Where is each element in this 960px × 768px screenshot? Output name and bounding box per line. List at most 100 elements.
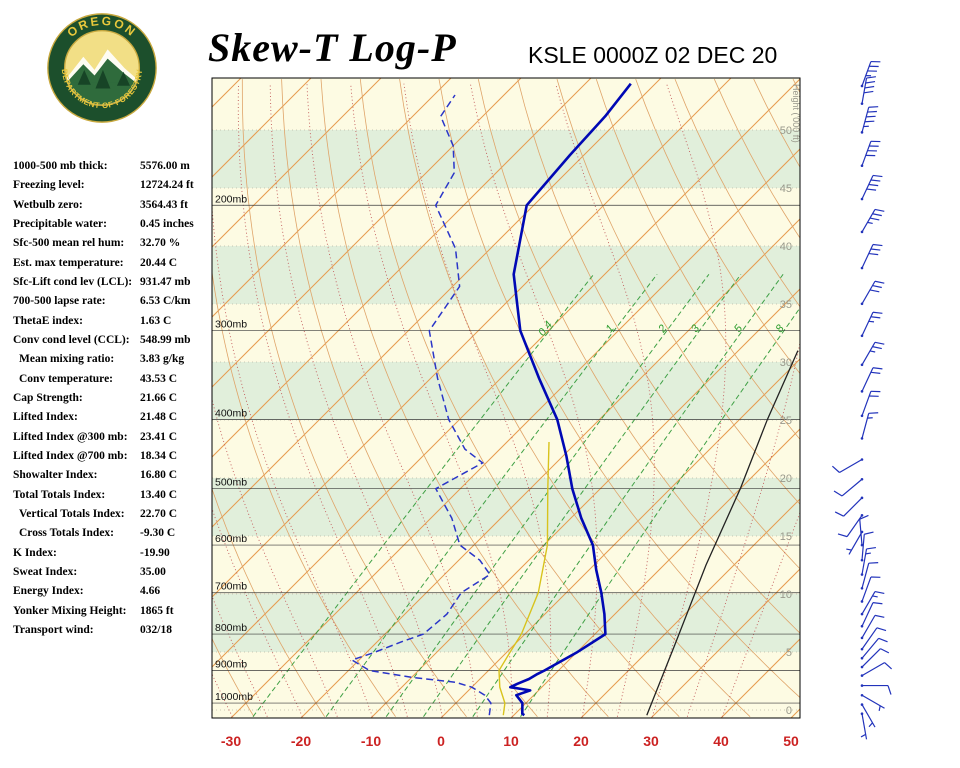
index-value: -9.30 C <box>140 527 176 540</box>
index-row: Lifted Index: 21.48 C <box>13 411 211 430</box>
index-row: 1000-500 mb thick: 5576.00 m <box>13 160 211 179</box>
index-row: 700-500 lapse rate: 6.53 C/km <box>13 295 211 314</box>
index-value: 16.80 C <box>140 469 178 482</box>
page-title: Skew-T Log-P <box>208 25 457 70</box>
index-value: 32.70 % <box>140 237 181 250</box>
index-value: 35.00 <box>140 565 166 578</box>
dewpoint-profile <box>350 94 492 716</box>
index-label: Lifted Index @700 mb: <box>13 449 128 462</box>
index-label: Cap Strength: <box>13 391 83 404</box>
height-axis-caption: Height ('000 ft) <box>791 84 801 143</box>
index-row: K Index: -19.90 <box>13 547 211 566</box>
sounding-profiles <box>350 82 632 717</box>
index-label: Showalter Index: <box>13 469 98 482</box>
svg-text:50: 50 <box>780 125 792 137</box>
index-label: Conv cond level (CCL): <box>13 333 130 346</box>
logo-tree-icon <box>116 71 130 86</box>
index-label: Wetbulb zero: <box>13 198 83 211</box>
svg-text:30: 30 <box>643 733 659 749</box>
indices-panel: 1000-500 mb thick: 5576.00 m Freezing leve… <box>13 160 211 643</box>
pressure-label: 400mb <box>215 408 247 420</box>
svg-text:5: 5 <box>786 647 792 659</box>
index-row: Cross Totals Index: -9.30 C <box>13 527 211 546</box>
index-label: Vertical Totals Index: <box>19 507 125 520</box>
index-label: Lifted Index @300 mb: <box>13 430 128 443</box>
svg-text:20: 20 <box>780 473 792 485</box>
index-value: 22.70 C <box>140 507 178 520</box>
index-row: Lifted Index @700 mb: 18.34 C <box>13 450 211 469</box>
index-row: ThetaE index: 1.63 C <box>13 315 211 334</box>
svg-text:50: 50 <box>783 733 799 749</box>
index-value: 3.83 g/kg <box>140 353 185 366</box>
svg-text:-30: -30 <box>221 733 241 749</box>
index-value: 20.44 C <box>140 256 178 269</box>
index-label: Yonker Mixing Height: <box>13 604 127 617</box>
index-value: 931.47 mb <box>140 275 191 288</box>
index-row: Est. max temperature: 20.44 C <box>13 257 211 276</box>
index-value: 5576.00 m <box>140 160 190 172</box>
reference-line <box>646 350 799 716</box>
index-value: 13.40 C <box>140 488 178 501</box>
background-grid <box>212 78 800 718</box>
index-value: 23.41 C <box>140 430 178 443</box>
index-value: 43.53 C <box>140 372 178 385</box>
svg-text:20: 20 <box>573 733 589 749</box>
pressure-label: 700mb <box>215 581 247 593</box>
svg-text:40: 40 <box>713 733 729 749</box>
index-value: 4.66 <box>140 585 161 598</box>
svg-text:10: 10 <box>780 589 792 601</box>
pressure-label: 500mb <box>215 477 247 489</box>
chart-border <box>211 77 801 719</box>
index-label: Est. max temperature: <box>13 256 124 269</box>
index-label: Sfc-Lift cond lev (LCL): <box>13 275 133 288</box>
index-label: 1000-500 mb thick: <box>13 160 108 172</box>
index-label: Lifted Index: <box>13 411 78 424</box>
logo-tree-icon <box>77 69 91 85</box>
index-label: Conv temperature: <box>19 372 113 385</box>
index-label: Sfc-500 mean rel hum: <box>13 237 125 250</box>
index-label: Total Totals Index: <box>13 488 106 501</box>
index-value: 548.99 mb <box>140 333 191 346</box>
height-axis-labels: 0 5 10 15 20 25 30 35 40 45 50 Height ('000 ft) <box>780 84 801 717</box>
svg-text:0: 0 <box>437 733 445 749</box>
index-row: Sfc-500 mean rel hum: 32.70 % <box>13 237 211 256</box>
index-label: 700-500 lapse rate: <box>13 295 106 308</box>
height-bands <box>212 130 800 652</box>
pressure-gridlines: 200mb 300mb 400mb 500mb 600mb 700mb 800mb 900mb… <box>212 193 800 704</box>
index-row: Wetbulb zero: 3564.43 ft <box>13 199 211 218</box>
svg-text:10: 10 <box>503 733 519 749</box>
index-value: 21.66 C <box>140 391 178 404</box>
index-label: ThetaE index: <box>13 314 83 327</box>
index-row: Sweat Index: 35.00 <box>13 566 211 585</box>
index-label: K Index: <box>13 546 57 559</box>
index-label: Sweat Index: <box>13 565 78 578</box>
index-label: Energy Index: <box>13 585 84 598</box>
wind-barb-column <box>831 60 893 740</box>
pressure-label: 800mb <box>215 622 247 634</box>
index-row: Showalter Index: 16.80 C <box>13 469 211 488</box>
index-value: 21.48 C <box>140 411 178 424</box>
svg-text:40: 40 <box>780 241 792 253</box>
svg-text:45: 45 <box>780 183 792 195</box>
pressure-label: 1000mb <box>215 691 253 703</box>
svg-text:-10: -10 <box>361 733 381 749</box>
pressure-label: 300mb <box>215 319 247 331</box>
temperature-profile <box>508 82 632 717</box>
svg-text:0: 0 <box>786 705 792 717</box>
temperature-axis-labels: -30 -20 -10 0 10 20 30 40 50 <box>221 733 799 749</box>
index-label: Cross Totals Index: <box>19 527 115 540</box>
logo-tree-icon <box>95 69 111 89</box>
index-value: 032/18 <box>140 623 172 636</box>
svg-text:30: 30 <box>780 357 792 369</box>
wetbulb-profile <box>498 441 550 716</box>
index-row: Conv temperature: 43.53 C <box>13 373 211 392</box>
index-row: Vertical Totals Index: 22.70 C <box>13 508 211 527</box>
index-value: 3564.43 ft <box>140 198 188 211</box>
index-row: Conv cond level (CCL): 548.99 mb <box>13 334 211 353</box>
index-row: Sfc-Lift cond lev (LCL): 931.47 mb <box>13 276 211 295</box>
station-datetime: KSLE 0000Z 02 DEC 20 <box>528 42 778 68</box>
index-row: Freezing level: 12724.24 ft <box>13 179 211 198</box>
index-value: 1865 ft <box>140 604 174 617</box>
index-label: Precipitable water: <box>13 217 107 230</box>
